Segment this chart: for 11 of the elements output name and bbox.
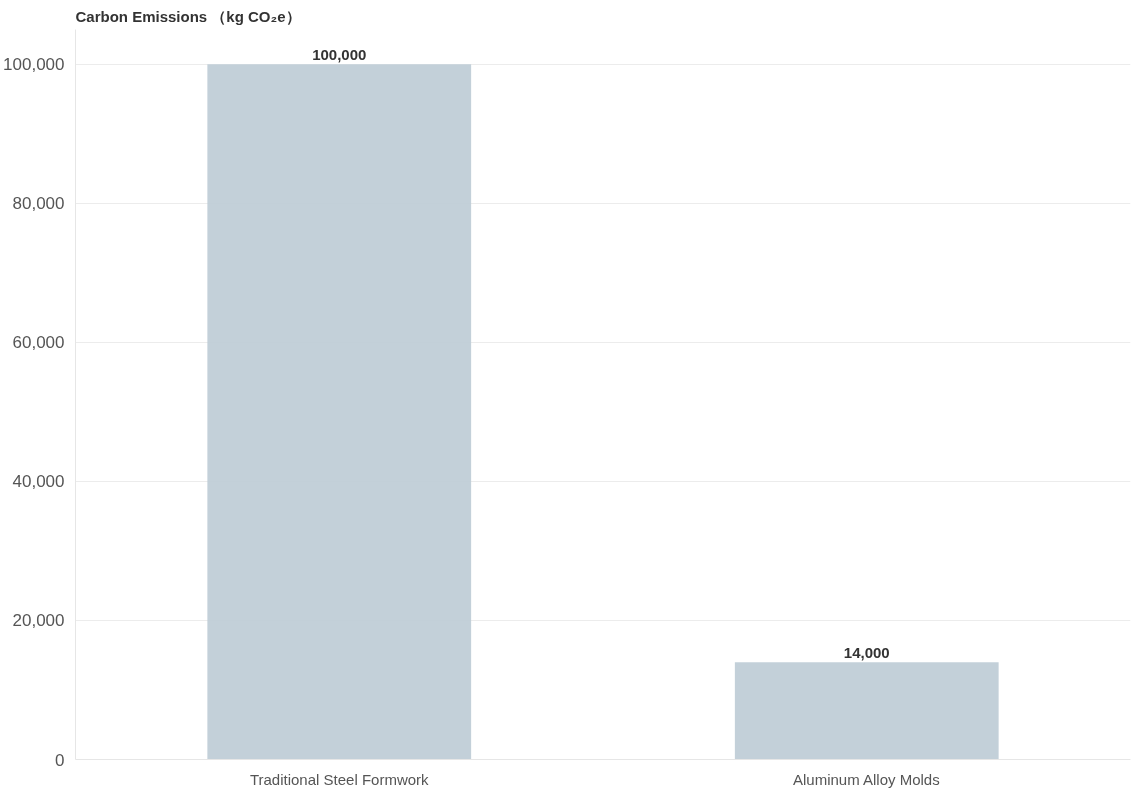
y-tick-label: 20,000 (12, 611, 65, 631)
data-label: 100,000 (312, 46, 367, 64)
y-tick-label: 40,000 (12, 472, 65, 492)
chart-title: Carbon Emissions （kg CO₂e） (75, 7, 301, 25)
y-tick-label: 0 (55, 750, 65, 770)
data-label: 14,000 (843, 644, 890, 662)
x-tick-label: Aluminum Alloy Molds (792, 770, 940, 788)
y-tick-label: 100,000 (3, 55, 65, 75)
x-tick-label: Traditional Steel Formwork (249, 770, 430, 788)
y-tick-label: 80,000 (12, 194, 65, 214)
y-tick-label: 60,000 (12, 333, 65, 353)
